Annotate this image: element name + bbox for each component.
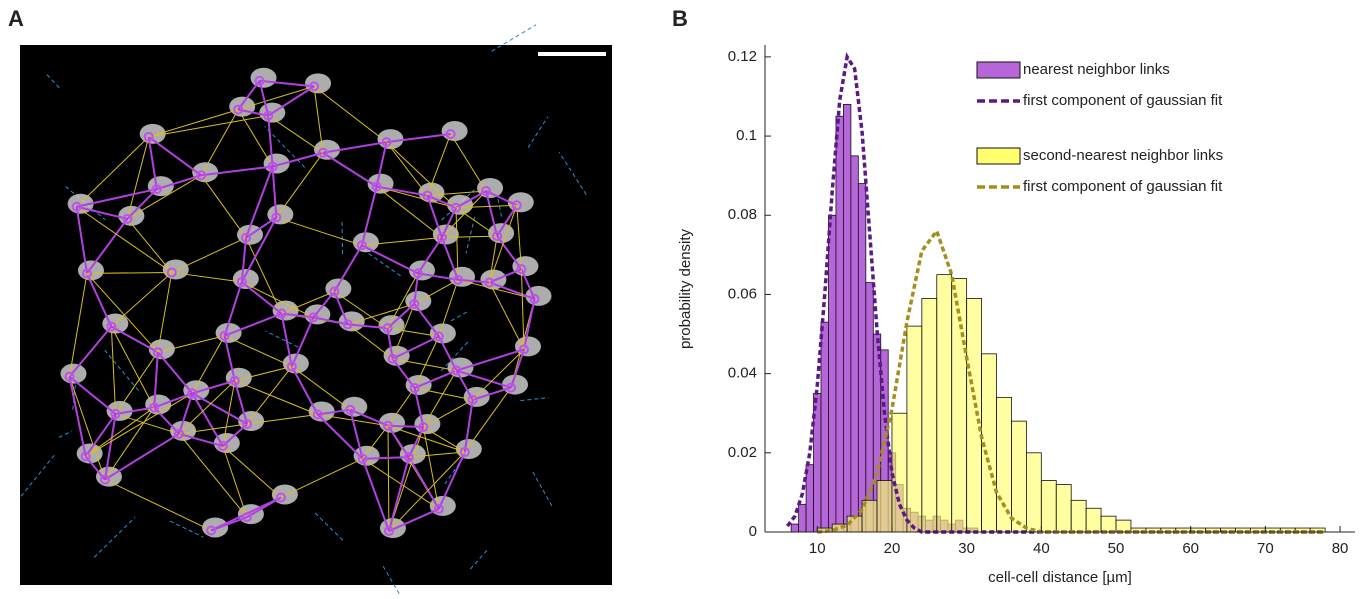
histogram-bar (1011, 421, 1026, 532)
legend-label: second-nearest neighbor links (1023, 147, 1223, 164)
y-tick-label: 0.12 (728, 48, 757, 65)
x-tick-label: 20 (884, 540, 901, 557)
scale-bar (538, 52, 606, 56)
histogram-bar (937, 275, 952, 532)
legend-label: first component of gaussian fit (1023, 92, 1223, 109)
y-axis-label: probability density (677, 228, 694, 349)
x-tick-label: 40 (1033, 540, 1050, 557)
y-tick-label: 0.04 (728, 365, 757, 382)
figure: A B cell-cell distance [µm] probability … (0, 0, 1372, 594)
histogram-bar (877, 481, 892, 532)
histogram-bar (828, 215, 835, 532)
histogram-bar (851, 156, 858, 532)
x-tick-label: 80 (1332, 540, 1349, 557)
histogram-bar (821, 322, 828, 532)
histogram-bar (1116, 520, 1131, 532)
x-tick-label: 60 (1182, 540, 1199, 557)
histogram-bar (922, 298, 937, 532)
histogram-bar (1086, 508, 1101, 532)
x-tick-label: 70 (1257, 540, 1274, 557)
x-tick-label: 10 (809, 540, 826, 557)
microscopy-image (20, 25, 612, 594)
histogram-bar (799, 504, 806, 532)
x-tick-label: 30 (958, 540, 975, 557)
histogram-bar (806, 465, 813, 532)
legend-swatch (977, 148, 1020, 164)
y-tick-label: 0.02 (728, 444, 757, 461)
histogram-bar (843, 104, 850, 532)
histogram-bar (1041, 481, 1056, 532)
panel-label: B (672, 6, 688, 31)
panel-label: A (8, 6, 24, 31)
histogram-bar (858, 184, 865, 532)
histogram-bar (1101, 516, 1116, 532)
nearest-link (388, 426, 423, 427)
histogram-bar (791, 524, 798, 532)
legend-label: nearest neighbor links (1023, 61, 1170, 78)
histogram-bar (907, 326, 922, 532)
x-tick-label: 50 (1108, 540, 1125, 557)
histogram-bar (1071, 500, 1086, 532)
x-axis-label: cell-cell distance [µm] (988, 569, 1132, 586)
legend-label: first component of gaussian fit (1023, 178, 1223, 195)
histogram-bar (1056, 484, 1071, 532)
y-tick-label: 0.08 (728, 206, 757, 223)
histogram-bar (967, 298, 982, 532)
y-tick-label: 0.06 (728, 285, 757, 302)
histogram-bar (836, 116, 843, 532)
y-tick-label: 0.1 (736, 127, 757, 144)
legend-swatch (977, 62, 1020, 78)
y-tick-label: 0 (749, 523, 757, 540)
histogram-bar (1026, 453, 1041, 532)
